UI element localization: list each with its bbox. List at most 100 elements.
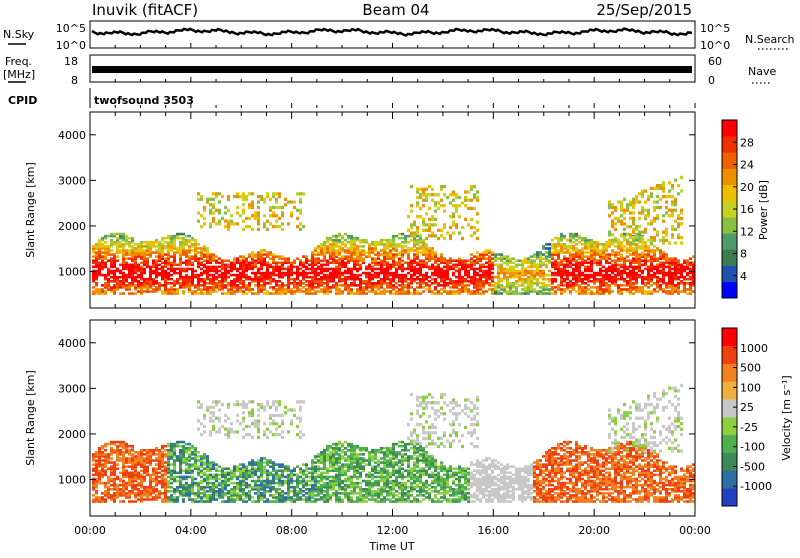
data-cell xyxy=(203,245,206,248)
data-cell xyxy=(374,268,377,271)
data-cell xyxy=(218,200,221,203)
data-cell xyxy=(416,268,419,271)
data-cell xyxy=(365,292,368,295)
data-cell xyxy=(680,236,683,239)
data-cell xyxy=(452,264,455,267)
data-cell xyxy=(155,494,158,497)
data-cell xyxy=(299,198,302,201)
data-cell xyxy=(431,278,434,281)
data-cell xyxy=(137,274,140,277)
data-cell xyxy=(659,249,662,252)
data-cell xyxy=(467,259,470,262)
data-cell xyxy=(506,268,509,271)
data-cell xyxy=(275,288,278,291)
data-cell xyxy=(428,218,431,221)
data-cell xyxy=(122,233,125,236)
data-cell xyxy=(452,290,455,293)
data-cell xyxy=(650,249,653,252)
data-cell xyxy=(164,270,167,273)
data-cell xyxy=(554,243,557,246)
data-cell xyxy=(419,278,422,281)
data-cell xyxy=(158,282,161,285)
data-cell xyxy=(374,282,377,285)
beam-title: Beam 04 xyxy=(362,1,429,19)
data-cell xyxy=(434,251,437,254)
data-cell xyxy=(656,200,659,203)
data-cell xyxy=(407,278,410,281)
data-cell xyxy=(632,247,635,250)
data-cell xyxy=(200,284,203,287)
data-cell xyxy=(572,253,575,256)
data-cell xyxy=(302,282,305,285)
data-cell xyxy=(608,253,611,256)
data-cell xyxy=(398,243,401,246)
data-cell xyxy=(437,257,440,260)
data-cell xyxy=(320,288,323,291)
data-cell xyxy=(98,239,101,242)
data-cell xyxy=(203,292,206,295)
data-cell xyxy=(251,251,254,254)
data-cell xyxy=(203,259,206,262)
data-cell xyxy=(512,266,515,269)
data-cell xyxy=(239,259,242,262)
data-cell xyxy=(233,257,236,260)
data-cell xyxy=(182,262,185,265)
data-cell xyxy=(458,204,461,207)
data-cell xyxy=(269,257,272,260)
data-cell xyxy=(272,225,275,228)
data-cell xyxy=(647,239,650,242)
data-cell xyxy=(110,441,113,444)
data-cell xyxy=(173,288,176,291)
data-cell xyxy=(218,478,221,481)
data-cell xyxy=(578,284,581,287)
data-cell xyxy=(158,264,161,267)
data-cell xyxy=(218,220,221,223)
data-cell xyxy=(641,286,644,289)
data-cell xyxy=(635,286,638,289)
data-cell xyxy=(191,262,194,265)
data-cell xyxy=(644,214,647,217)
data-cell xyxy=(557,237,560,240)
data-cell xyxy=(542,257,545,260)
data-cell xyxy=(98,288,101,291)
data-cell xyxy=(161,262,164,265)
data-cell xyxy=(239,195,242,198)
data-cell xyxy=(419,234,422,237)
data-cell xyxy=(563,278,566,281)
data-cell xyxy=(215,467,218,470)
data-cell xyxy=(467,223,470,226)
data-cell xyxy=(515,264,518,267)
data-cell xyxy=(227,259,230,262)
data-cell xyxy=(389,264,392,267)
data-cell xyxy=(377,251,380,254)
data-cell xyxy=(560,233,563,236)
data-cell xyxy=(629,200,632,203)
data-cell xyxy=(197,500,200,503)
data-cell xyxy=(260,249,263,252)
data-cell xyxy=(320,276,323,279)
data-cell xyxy=(209,486,212,489)
data-cell xyxy=(170,490,173,493)
data-cell xyxy=(548,243,551,246)
data-cell xyxy=(629,217,632,220)
data-cell xyxy=(191,237,194,240)
data-cell xyxy=(650,255,653,258)
data-cell xyxy=(278,192,281,195)
data-cell xyxy=(581,243,584,246)
data-cell xyxy=(374,272,377,275)
data-cell xyxy=(662,236,665,239)
data-cell xyxy=(347,247,350,250)
data-cell xyxy=(227,288,230,291)
data-cell xyxy=(602,274,605,277)
data-cell xyxy=(641,259,644,262)
data-cell xyxy=(632,236,635,239)
data-cell xyxy=(587,251,590,254)
data-cell xyxy=(671,268,674,271)
data-cell xyxy=(536,251,539,254)
data-cell xyxy=(206,455,209,458)
data-cell xyxy=(572,282,575,285)
data-cell xyxy=(107,467,110,470)
data-cell xyxy=(674,228,677,231)
data-cell xyxy=(659,198,662,201)
data-cell xyxy=(188,235,191,238)
